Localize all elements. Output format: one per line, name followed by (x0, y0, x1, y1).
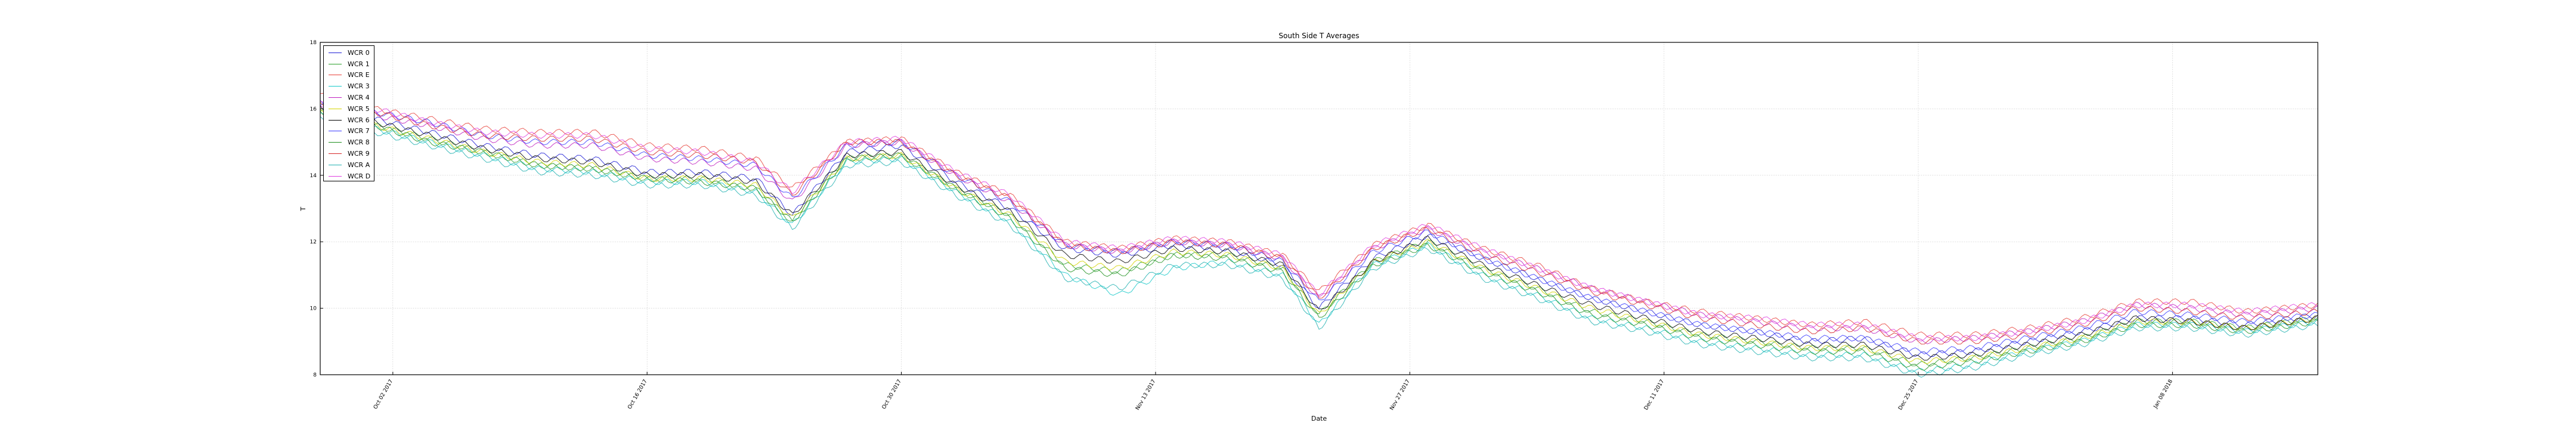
x-tick-label: Jan 08 2018 (2153, 378, 2174, 410)
x-tick-label: Nov 27 2017 (1389, 379, 1411, 412)
grid-layer (320, 42, 2318, 375)
legend-entry: WCR 6 (324, 115, 374, 126)
x-tick-layer: Oct 02 2017 Oct 16 2017 Oct 30 2017 Nov 13 … (373, 372, 2174, 411)
legend-swatch (329, 153, 342, 155)
legend-swatch (329, 142, 342, 143)
legend-entry: WCR 8 (324, 137, 374, 148)
legend-entry: WCR 3 (324, 81, 374, 92)
series-line-wcr-3 (320, 112, 2318, 374)
legend-swatch (329, 97, 342, 98)
legend-entry: WCR 0 (324, 47, 374, 58)
legend-label: WCR 9 (348, 150, 370, 158)
y-axis-label: T (299, 206, 307, 211)
legend-label: WCR 7 (348, 127, 370, 135)
legend-entry: WCR 4 (324, 92, 374, 103)
legend-label: WCR 0 (348, 48, 370, 57)
series-line-wcr-1 (320, 109, 2318, 367)
x-tick-label: Dec 11 2017 (1643, 379, 1665, 412)
y-tick-label: 16 (310, 106, 317, 112)
x-tick-label: Dec 25 2017 (1897, 379, 1919, 412)
series-line-wcr-6 (320, 106, 2318, 361)
plot-frame (320, 42, 2318, 375)
y-tick-label: 12 (310, 239, 317, 245)
series-line-wcr-a (320, 116, 2318, 378)
y-tick-label: 8 (313, 372, 317, 378)
legend-label: WCR 8 (348, 138, 370, 147)
legend-entry: WCR 1 (324, 58, 374, 70)
legend-entry: WCR 5 (324, 103, 374, 115)
y-tick-label: 14 (310, 173, 317, 179)
y-tick-label: 18 (310, 40, 317, 46)
x-axis-label: Date (1311, 415, 1327, 422)
series-line-wcr-8 (320, 110, 2318, 371)
y-tick-label: 10 (310, 306, 317, 312)
x-tick-label: Oct 30 2017 (881, 379, 903, 411)
legend-label: WCR D (348, 172, 371, 180)
legend-label: WCR 3 (348, 82, 370, 91)
legend-label: WCR E (348, 71, 370, 79)
x-tick-label: Nov 13 2017 (1135, 379, 1157, 412)
legend-swatch (329, 175, 342, 177)
series-line-wcr-4 (320, 106, 2318, 344)
legend-label: WCR 5 (348, 104, 370, 113)
legend-swatch (329, 86, 342, 87)
series-line-wcr-d (320, 97, 2318, 342)
y-tick-layer: 8 10 12 14 16 18 (310, 40, 323, 378)
legend-label: WCR 4 (348, 94, 370, 102)
legend: WCR 0 WCR 1 WCR E WCR 3 WCR 4 WCR 5 WCR 6 WCR 7… (323, 45, 374, 181)
legend-entry: WCR A (324, 159, 374, 171)
series-line-wcr-0 (320, 103, 2318, 357)
legend-swatch (329, 119, 342, 121)
legend-entry: WCR D (324, 171, 374, 182)
legend-entry: WCR 7 (324, 126, 374, 137)
x-tick-label: Oct 16 2017 (627, 379, 648, 411)
legend-label: WCR 6 (348, 116, 370, 124)
series-line-wcr-e (320, 92, 2318, 338)
chart-title: South Side T Averages (1278, 32, 1359, 40)
series-line-wcr-5 (320, 109, 2318, 365)
legend-label: WCR A (348, 161, 370, 169)
legend-entry: WCR E (324, 70, 374, 81)
series-layer (320, 92, 2318, 378)
legend-entry: WCR 9 (324, 148, 374, 159)
series-line-wcr-9 (320, 101, 2318, 345)
legend-label: WCR 1 (348, 60, 370, 68)
series-line-wcr-7 (320, 100, 2318, 354)
x-tick-label: Oct 02 2017 (373, 379, 394, 411)
